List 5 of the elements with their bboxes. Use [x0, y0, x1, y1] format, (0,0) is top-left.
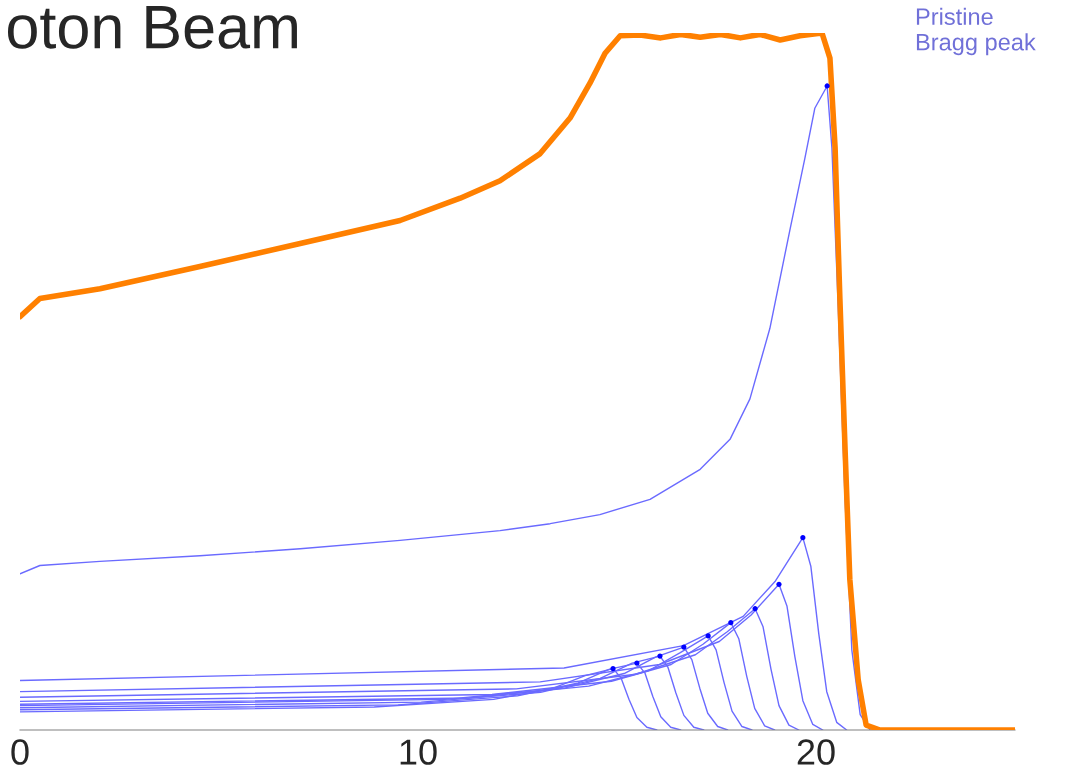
- annotation: Pristine Bragg peak: [916, 7, 1036, 56]
- x-tick-label: 10: [400, 739, 437, 765]
- x-tick-label: 0: [11, 739, 29, 765]
- x-tick-label: 20: [797, 739, 835, 765]
- chart-title: oton Beam: [7, 6, 297, 49]
